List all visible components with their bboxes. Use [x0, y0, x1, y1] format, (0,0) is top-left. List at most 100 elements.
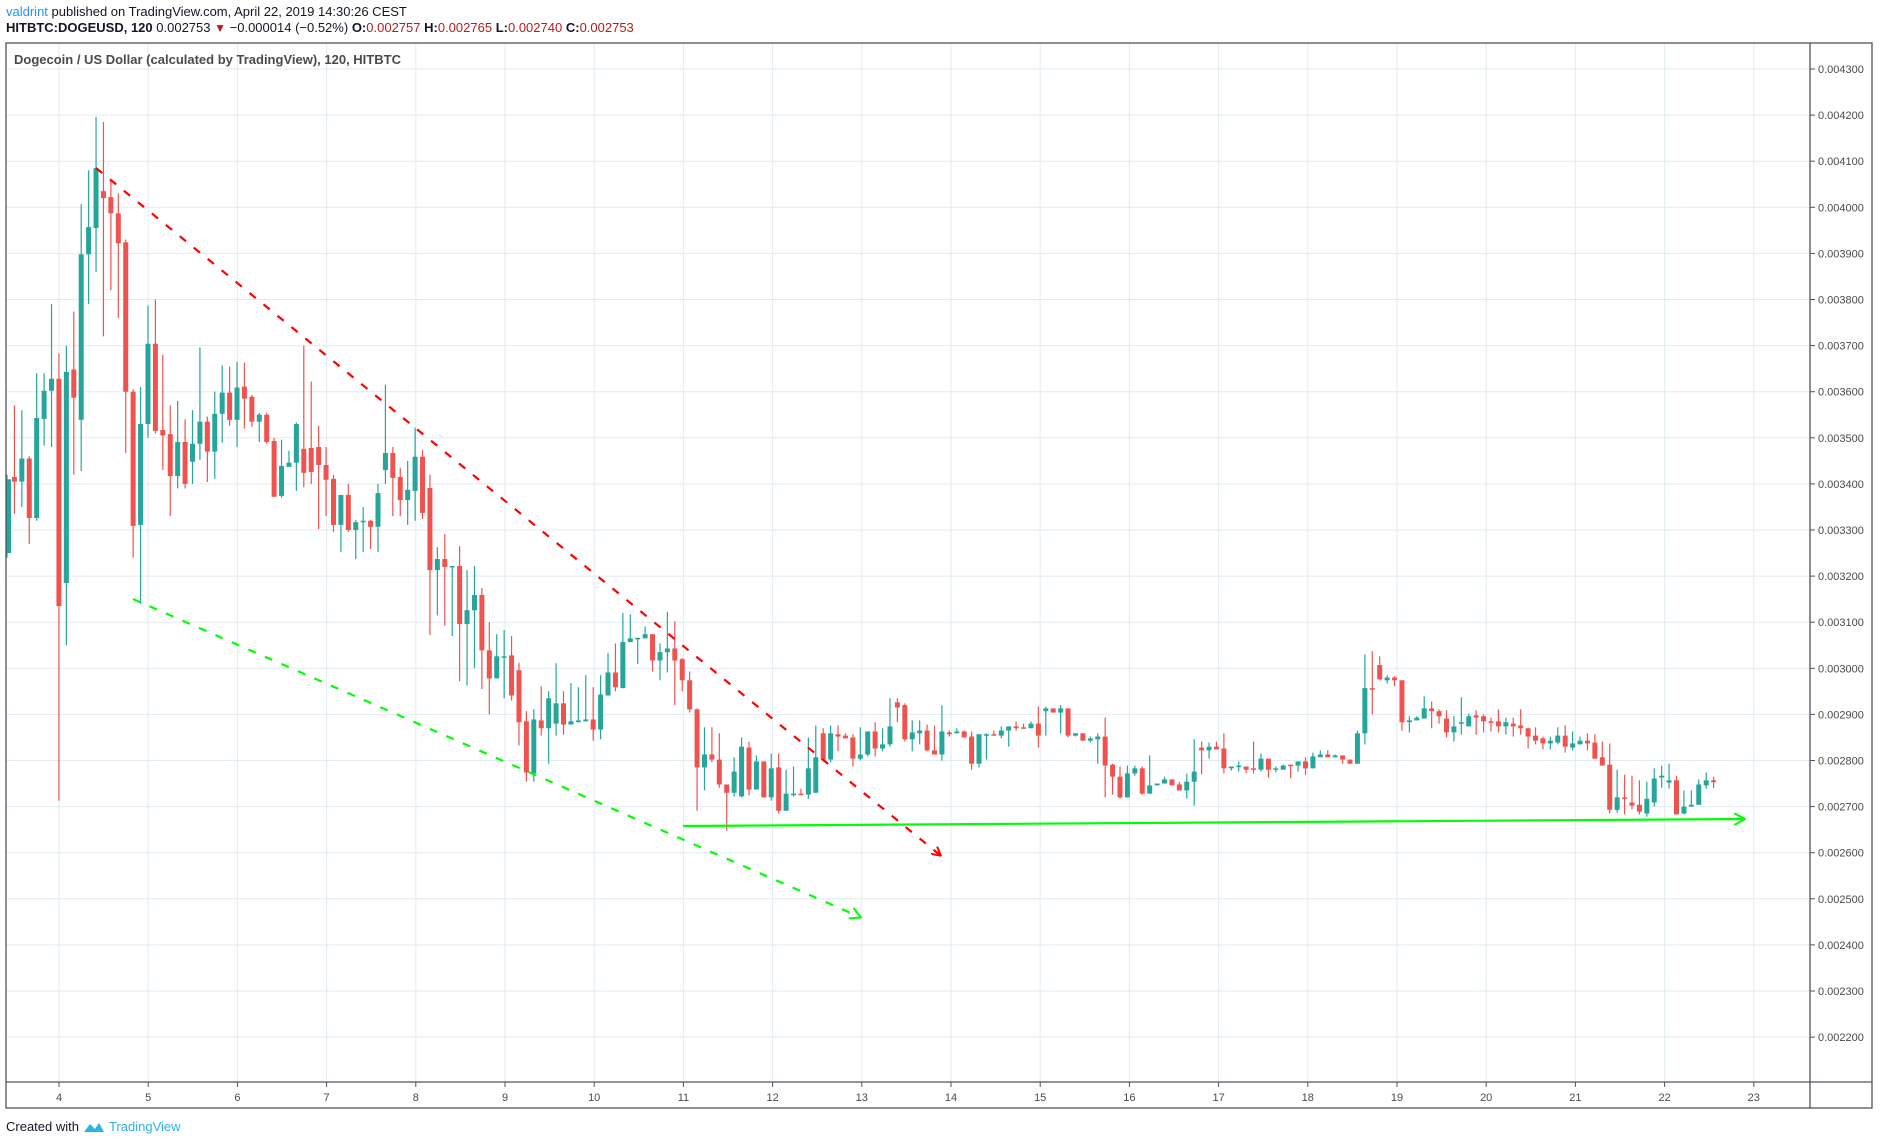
candle	[486, 622, 492, 715]
candle	[293, 422, 299, 491]
tradingview-link[interactable]: TradingView	[108, 1119, 181, 1134]
candle	[1317, 750, 1323, 758]
candle	[1369, 651, 1375, 715]
price-tick-label: 0.002800	[1818, 756, 1864, 768]
candle	[457, 546, 463, 682]
support-trendline-dashed[interactable]	[132, 597, 860, 917]
time-tick-label: 15	[1034, 1092, 1046, 1104]
candle	[620, 612, 626, 689]
candle	[71, 311, 77, 475]
candle	[271, 437, 277, 497]
candle	[1629, 775, 1635, 810]
candle	[449, 565, 455, 637]
candle	[190, 410, 195, 484]
candle	[791, 766, 797, 797]
price-tick-label: 0.002900	[1818, 709, 1864, 721]
candle	[1651, 768, 1657, 807]
candle	[1280, 764, 1286, 770]
candle	[1495, 709, 1501, 733]
candle	[1392, 676, 1398, 687]
candle	[1659, 765, 1665, 788]
candle	[828, 725, 834, 763]
candle	[1347, 759, 1353, 764]
candle	[182, 419, 188, 489]
trendline-drawings[interactable]	[95, 167, 1744, 917]
candle	[1510, 717, 1516, 737]
time-axis[interactable]: 4 5 6 7 8 9 10 11 12 13 14 15 16 17 18 19 20 21 22 23	[56, 1082, 1760, 1104]
candle	[1584, 733, 1590, 751]
candle	[509, 636, 515, 701]
candle	[835, 725, 841, 752]
candle	[197, 347, 203, 460]
candle	[805, 737, 811, 799]
candle	[26, 456, 32, 544]
candle	[1547, 736, 1553, 750]
price-tick-label: 0.003500	[1818, 433, 1864, 445]
symbol-legend: HITBTC:DOGEUSD, 120 0.002753 ▼ −0.000014…	[6, 20, 634, 35]
horizontal-support-line[interactable]	[682, 819, 1744, 828]
close-label: C:	[565, 20, 580, 35]
candle	[1303, 757, 1308, 775]
candle	[627, 614, 633, 643]
candle	[1162, 776, 1168, 784]
candle	[642, 626, 648, 639]
price-tick-label: 0.002300	[1818, 986, 1864, 998]
price-change: −0.000014 (−0.52%)	[229, 20, 349, 35]
candle	[1414, 716, 1420, 721]
candle	[1466, 713, 1472, 727]
candle	[1310, 752, 1316, 769]
time-tick-label: 22	[1658, 1092, 1670, 1104]
candle	[813, 725, 819, 793]
candle	[1674, 775, 1679, 815]
candle	[323, 447, 329, 517]
candle	[420, 449, 426, 519]
resistance-trendline[interactable]	[95, 167, 940, 855]
candle	[1421, 696, 1427, 719]
candle	[204, 416, 210, 483]
candle	[1332, 754, 1338, 758]
price-axis[interactable]: 0.004300 0.004200 0.004100 0.004000 0.003900…	[1810, 64, 1864, 1044]
publish-info: valdrint published on TradingView.com, A…	[6, 4, 407, 19]
time-tick-label: 20	[1480, 1092, 1492, 1104]
candle	[442, 534, 448, 626]
candle	[887, 698, 893, 747]
candle	[1622, 774, 1628, 815]
candle	[998, 726, 1004, 739]
time-tick-label: 6	[234, 1092, 240, 1104]
candle	[1614, 769, 1620, 813]
candle	[590, 687, 596, 741]
candle	[41, 373, 47, 446]
price-tick-label: 0.004100	[1818, 156, 1864, 168]
candle	[279, 439, 285, 498]
candle	[1013, 721, 1019, 731]
candle	[1555, 727, 1561, 745]
candle	[798, 788, 804, 796]
candle	[894, 698, 900, 723]
candle	[724, 784, 730, 831]
candle	[1540, 736, 1546, 750]
candle	[880, 728, 886, 752]
candle	[219, 365, 225, 443]
candle	[1191, 739, 1197, 806]
candle	[479, 588, 485, 690]
price-tick-label: 0.002700	[1818, 802, 1864, 814]
candle	[100, 122, 106, 337]
chart-frame	[5, 42, 1873, 1109]
candle	[1436, 709, 1442, 724]
candle	[1102, 717, 1108, 798]
candles	[6, 116, 1717, 831]
candle	[909, 720, 915, 752]
candle	[1696, 779, 1702, 805]
candle	[917, 720, 923, 745]
candle	[635, 637, 641, 665]
candle	[650, 634, 656, 672]
author-link[interactable]: valdrint	[6, 4, 48, 19]
candle	[1644, 781, 1650, 817]
candle	[1221, 733, 1227, 774]
price-tick-label: 0.003400	[1818, 479, 1864, 491]
candle	[1184, 773, 1190, 799]
candle	[1406, 716, 1412, 733]
time-tick-label: 17	[1212, 1092, 1224, 1104]
price-tick-label: 0.004200	[1818, 110, 1864, 122]
